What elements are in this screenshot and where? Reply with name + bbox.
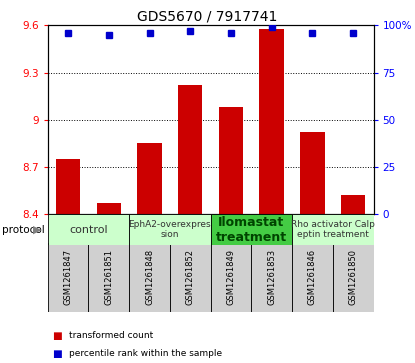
Bar <box>300 132 325 214</box>
Text: percentile rank within the sample: percentile rank within the sample <box>69 350 222 358</box>
Bar <box>48 243 88 312</box>
Bar <box>88 243 129 312</box>
Text: GSM1261853: GSM1261853 <box>267 249 276 305</box>
Bar <box>292 214 374 245</box>
Text: EphA2-overexpres
sion: EphA2-overexpres sion <box>129 220 211 239</box>
Text: GSM1261846: GSM1261846 <box>308 249 317 305</box>
Text: GSM1261847: GSM1261847 <box>63 249 73 305</box>
Text: ▶: ▶ <box>33 225 42 234</box>
Text: GSM1261850: GSM1261850 <box>349 249 358 305</box>
Bar <box>56 159 81 214</box>
Bar <box>292 243 333 312</box>
Text: GSM1261851: GSM1261851 <box>104 249 113 305</box>
Bar <box>210 243 251 312</box>
Text: GSM1261849: GSM1261849 <box>227 249 235 305</box>
Text: GDS5670 / 7917741: GDS5670 / 7917741 <box>137 9 278 23</box>
Text: protocol: protocol <box>2 225 45 234</box>
Text: ■: ■ <box>52 331 61 341</box>
Text: Ilomastat
treatment: Ilomastat treatment <box>216 216 287 244</box>
Text: GSM1261848: GSM1261848 <box>145 249 154 305</box>
Bar <box>341 195 365 214</box>
Bar <box>251 243 292 312</box>
Bar <box>48 214 129 245</box>
Bar <box>178 85 203 214</box>
Bar <box>97 203 121 214</box>
Bar <box>129 243 170 312</box>
Bar <box>259 29 284 214</box>
Bar <box>170 243 211 312</box>
Text: transformed count: transformed count <box>69 331 154 340</box>
Bar <box>219 107 243 214</box>
Bar <box>333 243 374 312</box>
Bar <box>137 143 162 214</box>
Bar <box>210 214 292 245</box>
Text: control: control <box>69 225 108 234</box>
Text: Rho activator Calp
eptin treatment: Rho activator Calp eptin treatment <box>291 220 375 239</box>
Text: ■: ■ <box>52 349 61 359</box>
Bar <box>129 214 210 245</box>
Text: GSM1261852: GSM1261852 <box>186 249 195 305</box>
